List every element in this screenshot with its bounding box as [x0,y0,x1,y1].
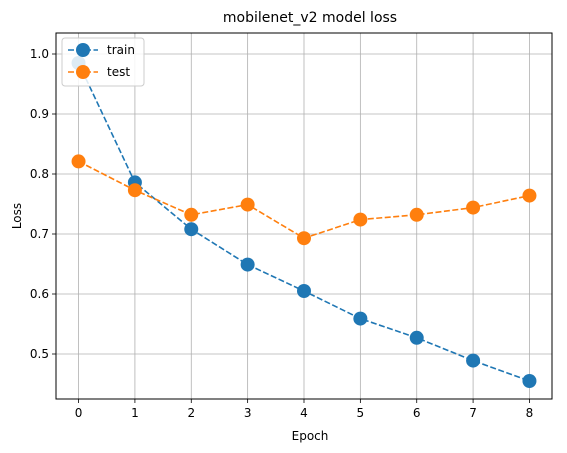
x-axis-label: Epoch [292,429,329,443]
x-axis: 0 1 2 3 4 5 6 7 8 [75,399,534,420]
x-tick-label: 0 [75,406,83,420]
data-point-test [127,183,142,198]
y-tick-label: 1.0 [30,47,49,61]
y-axis-label: Loss [10,203,24,229]
y-tick-label: 0.8 [30,167,49,181]
chart-title: mobilenet_v2 model loss [223,10,397,26]
data-point-test [353,212,368,227]
legend-label-train: train [107,43,135,57]
legend-item-test: test [68,65,130,79]
data-point-test [71,154,86,169]
legend: train test [61,37,145,87]
legend-marker-test [76,65,90,79]
x-tick-label: 1 [131,406,139,420]
data-point-train [184,222,199,237]
y-tick-label: 0.5 [30,347,49,361]
x-tick-label: 5 [357,406,365,420]
data-point-test [522,188,537,203]
data-point-test [240,197,255,212]
y-tick-label: 0.9 [30,107,49,121]
x-tick-label: 3 [244,406,252,420]
legend-marker-train [76,43,90,57]
legend-item-train: train [68,43,135,57]
x-tick-label: 2 [187,406,195,420]
data-point-train [409,330,424,345]
data-point-test [297,231,311,246]
data-point-train [466,353,481,368]
data-point-test [466,200,481,215]
data-point-test [184,207,199,222]
y-axis: 0.5 0.6 0.7 0.8 0.9 1.0 [30,47,56,361]
data-point-train [240,257,255,272]
data-point-train [353,311,368,326]
y-tick-label: 0.6 [30,287,49,301]
data-point-train [297,284,311,298]
series-test [71,154,537,246]
x-tick-label: 8 [526,406,534,420]
legend-label-test: test [107,65,130,79]
y-tick-label: 0.7 [30,227,49,241]
data-point-train [522,374,537,388]
data-point-test [409,207,424,222]
x-tick-label: 7 [469,406,477,420]
x-tick-label: 4 [300,406,308,420]
x-tick-label: 6 [413,406,421,420]
